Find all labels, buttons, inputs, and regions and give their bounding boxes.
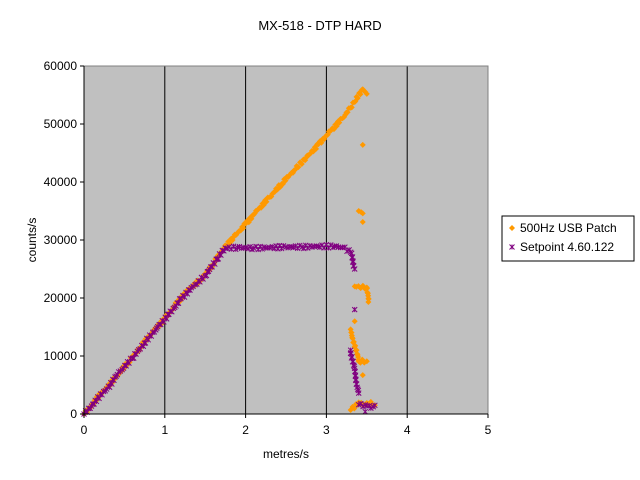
data-point <box>351 306 358 313</box>
plot-area <box>84 66 488 414</box>
data-point <box>353 347 360 354</box>
data-point <box>372 402 378 409</box>
data-point <box>218 252 224 258</box>
legend-marker-0 <box>509 225 515 231</box>
x-tick-label: 2 <box>242 423 249 437</box>
data-point <box>355 390 362 396</box>
data-point <box>240 225 247 232</box>
data-point <box>321 245 327 251</box>
x-tick-label: 1 <box>161 423 168 437</box>
data-point <box>359 372 366 379</box>
data-point <box>351 318 358 325</box>
data-point <box>163 316 170 322</box>
data-point <box>348 349 354 356</box>
data-series <box>81 86 378 417</box>
data-point <box>313 145 320 152</box>
x-tick-label: 4 <box>404 423 411 437</box>
y-tick-label: 20000 <box>44 291 78 305</box>
data-point <box>362 408 369 415</box>
data-point <box>230 243 237 250</box>
data-point <box>323 241 330 248</box>
data-point <box>363 358 370 365</box>
data-point <box>359 210 366 217</box>
legend-label-0: 500Hz USB Patch <box>520 221 617 235</box>
data-point <box>350 258 356 265</box>
data-point <box>351 266 358 272</box>
data-point <box>359 219 366 226</box>
x-axis-label: metres/s <box>263 447 309 461</box>
data-point <box>250 245 257 251</box>
data-point <box>353 376 359 383</box>
y-tick-label: 40000 <box>44 175 78 189</box>
data-point <box>333 123 340 130</box>
x-tick-label: 5 <box>485 423 492 437</box>
legend: 500Hz USB Patch Setpoint 4.60.122 <box>501 215 635 262</box>
legend-label-1: Setpoint 4.60.122 <box>520 240 614 254</box>
data-point <box>365 299 372 306</box>
data-point <box>106 384 113 391</box>
x-tick-label: 3 <box>323 423 330 437</box>
data-point <box>175 300 182 307</box>
data-point <box>354 95 361 102</box>
data-point <box>349 353 355 360</box>
data-point <box>295 164 302 171</box>
x-tick-label: 0 <box>81 423 88 437</box>
legend-box <box>501 215 635 262</box>
chart-title: MX-518 - DTP HARD <box>258 18 381 33</box>
axes <box>80 65 489 418</box>
data-point <box>358 400 364 407</box>
y-tick-label: 10000 <box>44 349 78 363</box>
y-tick-label: 30000 <box>44 233 78 247</box>
series-1 <box>81 241 378 417</box>
data-point <box>348 104 355 111</box>
data-point <box>352 342 359 349</box>
data-point <box>363 90 370 97</box>
data-point <box>126 360 132 366</box>
y-tick-label: 50000 <box>44 117 78 131</box>
data-point <box>245 219 252 226</box>
data-point <box>359 141 366 148</box>
legend-marker-1 <box>509 244 515 250</box>
data-point <box>211 261 218 267</box>
y-axis-label: counts/s <box>25 218 39 263</box>
gridlines <box>164 66 408 414</box>
data-point <box>298 160 305 167</box>
y-tick-label: 0 <box>70 407 77 421</box>
y-tick-label: 60000 <box>44 59 78 73</box>
tick-labels: 0 10000 20000 30000 40000 50000 60000 0 1 2 3 4 5 <box>44 59 492 437</box>
data-point <box>364 285 371 292</box>
